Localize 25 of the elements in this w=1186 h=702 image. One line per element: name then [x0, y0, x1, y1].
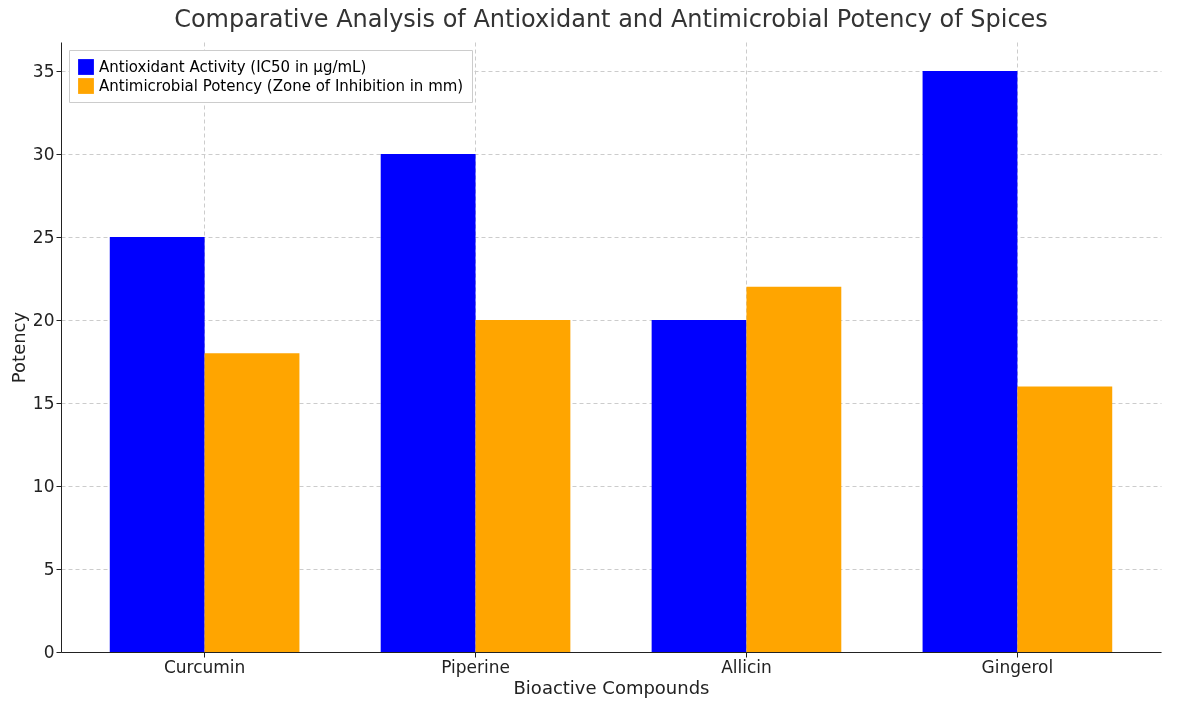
y-tick-label: 15 — [32, 392, 55, 413]
y-tick-label: 10 — [32, 475, 55, 496]
x-axis-title: Bioactive Compounds — [513, 676, 710, 698]
y-tick-label: 25 — [32, 226, 55, 247]
y-tick-label: 0 — [43, 641, 55, 662]
bar — [746, 286, 842, 652]
bar — [651, 320, 747, 652]
bar — [1017, 386, 1113, 652]
x-tick-label: Gingerol — [981, 656, 1054, 677]
chart-title: Comparative Analysis of Antioxidant and Antimicrobial Potency of Spices — [174, 5, 1048, 33]
legend-label: Antimicrobial Potency (Zone of Inhibition in mm) — [99, 77, 464, 95]
y-tick-label: 5 — [43, 558, 55, 579]
y-axis-title: Potency — [7, 311, 29, 384]
bar — [380, 154, 476, 652]
x-tick-label: Curcumin — [163, 656, 246, 677]
bar — [922, 71, 1018, 652]
y-tick-label: 35 — [32, 60, 55, 81]
bar — [109, 237, 205, 652]
x-tick-label: Piperine — [441, 656, 510, 677]
bar — [204, 353, 300, 652]
x-tick-label: Allicin — [721, 656, 772, 677]
y-tick-label: 30 — [32, 143, 55, 164]
legend-label: Antioxidant Activity (IC50 in µg/mL) — [99, 58, 367, 76]
y-tick-label: 20 — [32, 309, 55, 330]
bar — [475, 320, 571, 652]
